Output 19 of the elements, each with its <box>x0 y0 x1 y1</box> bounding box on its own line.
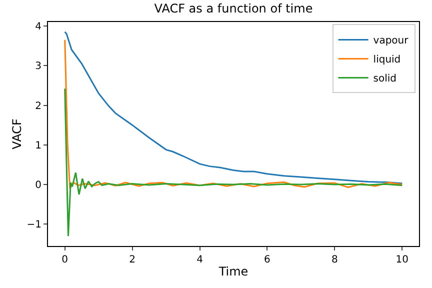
x-tick-label: 6 <box>264 254 270 266</box>
y-tick-label: 0 <box>35 180 42 192</box>
x-tick-label: 10 <box>396 254 409 266</box>
y-tick-label: 3 <box>35 61 42 72</box>
x-tick-label: 4 <box>196 254 203 266</box>
y-tick-label: 2 <box>35 100 42 112</box>
x-tick-label: 0 <box>62 254 68 266</box>
legend-label: liquid <box>373 54 401 66</box>
x-tick-label: 2 <box>129 254 136 266</box>
y-tick-label: −1 <box>26 220 42 231</box>
legend-label: solid <box>373 74 397 85</box>
legend-label: vapour <box>373 36 410 47</box>
x-axis-title: Time <box>218 264 248 278</box>
y-axis-title: VACF <box>10 118 24 150</box>
x-tick-label: 8 <box>331 254 338 266</box>
line-series <box>64 88 403 237</box>
y-tick-label: 1 <box>35 140 42 152</box>
chart-title: VACF as a function of time <box>154 2 313 16</box>
y-tick-label: 4 <box>35 21 42 32</box>
